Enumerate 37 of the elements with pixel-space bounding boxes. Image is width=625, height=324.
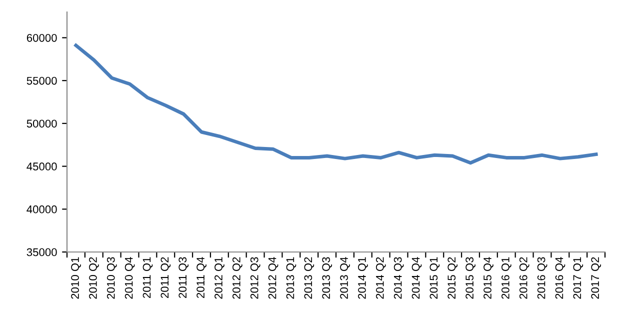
x-tick-label: 2012 Q3 [250, 257, 260, 299]
x-tick-label: 2010 Q4 [124, 257, 135, 299]
x-tick-label: 2012 Q4 [268, 257, 278, 299]
line-series [74, 44, 598, 165]
x-tick-label: 2015 Q3 [466, 257, 476, 299]
x-tick-label: 2015 Q1 [430, 257, 440, 299]
x-tick-label: 2014 Q2 [376, 257, 386, 299]
x-tick-label: 2013 Q3 [322, 257, 332, 299]
x-tick-label: 2015 Q2 [448, 257, 458, 299]
x-tick-label: 2013 Q4 [340, 257, 350, 299]
x-tick-label: 2014 Q4 [412, 257, 422, 299]
x-tick-label: 2014 Q3 [394, 257, 404, 299]
x-tick-label: 2016 Q3 [537, 257, 548, 299]
x-tick-label: 2011 Q3 [178, 257, 189, 298]
x-tick-label: 2016 Q4 [555, 257, 566, 299]
x-tick-label: 2012 Q1 [214, 257, 224, 299]
y-tick-label: 55000 [26, 76, 57, 85]
y-tick-label: 40000 [26, 205, 57, 214]
x-tick-label: 2012 Q2 [232, 257, 242, 299]
y-tick-label: 35000 [26, 248, 57, 256]
x-tick-label: 2017 Q1 [573, 257, 584, 299]
x-tick-label: 2010 Q3 [106, 257, 117, 299]
x-tick-label: 2016 Q1 [501, 257, 512, 299]
x-tick-label: 2013 Q1 [286, 257, 296, 299]
x-tick-label: 2013 Q2 [304, 257, 314, 299]
x-tick-label: 2010 Q2 [89, 257, 99, 299]
x-tick-label: 2015 Q4 [484, 257, 494, 299]
x-tick-label: 2011 Q1 [142, 257, 153, 298]
y-tick-label: 50000 [26, 120, 57, 128]
x-tick-label: 2017 Q2 [591, 257, 602, 299]
y-tick-label: 45000 [26, 162, 57, 170]
y-tick-label: 60000 [26, 34, 57, 42]
x-tick-label: 2011 Q2 [160, 257, 171, 298]
x-tick-label: 2016 Q2 [519, 257, 530, 299]
x-tick-label: 2011 Q4 [196, 257, 206, 298]
x-tick-label: 2014 Q1 [358, 257, 368, 299]
x-tick-label: 2010 Q1 [71, 257, 81, 299]
